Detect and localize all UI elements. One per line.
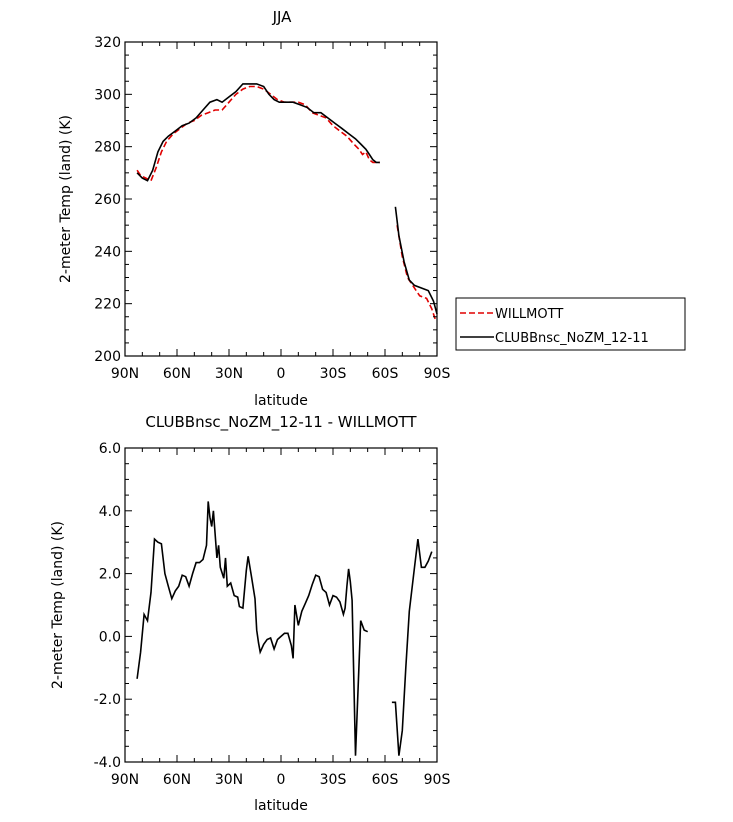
legend-label-clubb: CLUBBnsc_NoZM_12-11 xyxy=(495,331,649,346)
top-x-tick-label: 0 xyxy=(277,366,286,382)
bottom-series-difference-line xyxy=(391,539,433,756)
top-y-tick-label: 300 xyxy=(94,87,121,103)
legend-box xyxy=(455,297,686,351)
bottom-y-tick-label: 0.0 xyxy=(99,629,121,645)
top-x-ticks: 90N 60N 30N 0 30S 60S 90S xyxy=(111,42,451,382)
top-y-tick-label: 320 xyxy=(94,35,121,51)
top-x-tick-label: 60S xyxy=(372,366,399,382)
legend-label-willmott: WILLMOTT xyxy=(495,307,563,322)
top-frame xyxy=(124,41,438,357)
top-y-tick-label: 260 xyxy=(94,192,121,208)
bottom-x-tick-label: 30N xyxy=(215,772,243,788)
top-series-willmott-line xyxy=(396,225,437,320)
top-series-clubbnsc-nozm-12-11-line xyxy=(394,206,438,315)
bottom-y-tick-label: 2.0 xyxy=(99,567,121,583)
top-y-axis-label: 2-meter Temp (land) (K) xyxy=(58,115,74,283)
top-plot-area xyxy=(136,83,438,320)
top-series-clubbnsc-nozm-12-11-line xyxy=(136,83,380,182)
bottom-y-tick-label: -4.0 xyxy=(94,755,121,771)
bottom-y-axis-label: 2-meter Temp (land) (K) xyxy=(50,521,66,689)
legend: WILLMOTT CLUBBnsc_NoZM_12-11 xyxy=(455,297,686,351)
bottom-x-tick-label: 0 xyxy=(277,772,286,788)
bottom-frame xyxy=(124,447,438,763)
top-y-ticks: 200 220 240 260 280 300 320 xyxy=(94,35,437,365)
top-x-tick-label: 30N xyxy=(215,366,243,382)
bottom-x-ticks: 90N 60N 30N 0 30S 60S 90S xyxy=(111,448,451,788)
bottom-title: CLUBBnsc_NoZM_12-11 - WILLMOTT xyxy=(145,413,417,432)
top-y-tick-label: 200 xyxy=(94,349,121,365)
bottom-plot-area xyxy=(136,501,433,756)
bottom-x-tick-label: 90S xyxy=(424,772,451,788)
bottom-panel: CLUBBnsc_NoZM_12-11 - WILLMOTT 90N 60N 30N… xyxy=(50,413,450,814)
top-panel: JJA 90N 60N 30N 0 30S 60S 90S 200 220 240 260 280 3… xyxy=(58,8,686,409)
bottom-y-tick-label: 4.0 xyxy=(99,504,121,520)
bottom-y-tick-label: -2.0 xyxy=(94,692,121,708)
top-x-tick-label: 60N xyxy=(163,366,191,382)
top-x-axis-label: latitude xyxy=(254,393,308,409)
bottom-x-tick-label: 30S xyxy=(320,772,347,788)
top-x-tick-label: 30S xyxy=(320,366,347,382)
top-y-tick-label: 280 xyxy=(94,140,121,156)
bottom-x-tick-label: 90N xyxy=(111,772,139,788)
bottom-x-tick-label: 60N xyxy=(163,772,191,788)
bottom-x-axis-label: latitude xyxy=(254,798,308,814)
top-x-tick-label: 90S xyxy=(424,366,451,382)
top-title: JJA xyxy=(272,8,293,26)
bottom-x-tick-label: 60S xyxy=(372,772,399,788)
bottom-y-tick-label: 6.0 xyxy=(99,441,121,457)
top-series-willmott-line xyxy=(136,85,380,182)
top-y-tick-label: 220 xyxy=(94,297,121,313)
bottom-y-ticks: -4.0 -2.0 0.0 2.0 4.0 6.0 xyxy=(94,441,437,771)
top-y-tick-label: 240 xyxy=(94,244,121,260)
bottom-series-difference-line xyxy=(136,501,369,756)
top-x-tick-label: 90N xyxy=(111,366,139,382)
